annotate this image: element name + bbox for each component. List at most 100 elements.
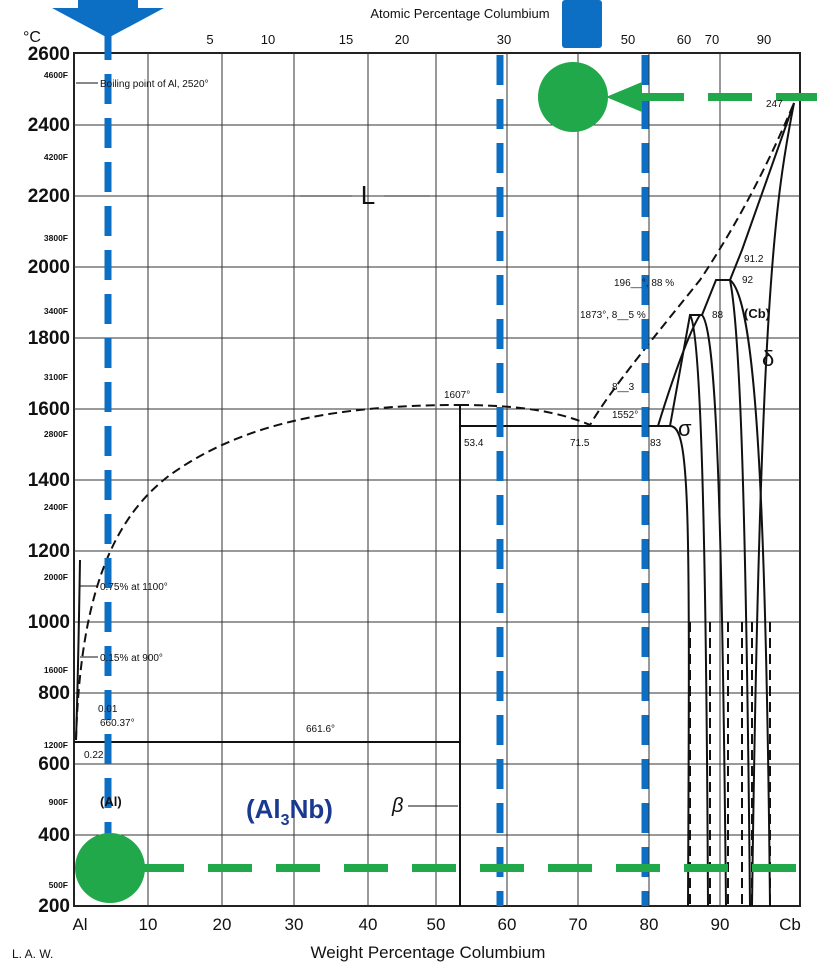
liquid-label-group: L — [300, 180, 430, 210]
liquidus-curve-right — [459, 102, 795, 427]
sigma-label: σ — [678, 416, 692, 441]
phase-line-b — [701, 314, 727, 907]
y-tick: 800 — [38, 683, 70, 704]
comp-022-label: 0.22 — [84, 750, 104, 761]
top-tick: 15 — [339, 32, 353, 47]
f-tick: 500F — [49, 880, 68, 890]
phase-line-c — [701, 279, 730, 316]
y-tick: 1400 — [28, 470, 70, 491]
comp-83-label: 83 — [650, 438, 662, 449]
x-tick: 10 — [139, 915, 158, 934]
comp-534-label: 53.4 — [464, 438, 484, 449]
y-unit-label: °C — [23, 29, 41, 46]
f-tick: 4200F — [44, 152, 68, 162]
x-tick: 80 — [640, 915, 659, 934]
comp-912-label: 91.2 — [744, 254, 764, 265]
beta-label: β — [391, 795, 403, 817]
y-tick: 2000 — [28, 257, 70, 278]
green-overlay-lines — [140, 93, 817, 872]
cb-solidus — [751, 102, 795, 907]
x-tick: 40 — [359, 915, 378, 934]
temp-6616-label: 661.6° — [306, 724, 335, 735]
comp-715-label: 71.5 — [570, 438, 590, 449]
phase-line-a — [689, 314, 709, 907]
top-tick: 60 — [677, 32, 691, 47]
sigma-left — [657, 314, 701, 427]
cb-phase-label: (Cb) — [744, 306, 770, 321]
y-tick: 1200 — [28, 541, 70, 562]
phase-line-f — [729, 279, 771, 907]
x-tick: 50 — [427, 915, 446, 934]
comp-92-label: 92 — [742, 275, 754, 286]
y-tick: 1000 — [28, 612, 70, 633]
temp-1552-label: 1552° — [612, 410, 638, 421]
top-tick: 90 — [757, 32, 771, 47]
f-tick: 1600F — [44, 665, 68, 675]
f-tick: 3800F — [44, 233, 68, 243]
comp-88-label: 88 — [712, 310, 724, 321]
f-tick: 2400F — [44, 502, 68, 512]
delta-label: δ — [762, 346, 774, 371]
sol900-label: 0.15% at 900° — [100, 653, 163, 664]
author-label: L. A. W. — [12, 947, 53, 961]
f-tick-labels: 4600F 4200F 3800F 3400F 3100F 2800F 2400… — [44, 70, 68, 890]
top-tick: 30 — [497, 32, 511, 47]
phase-line-e — [729, 102, 795, 281]
y-tick: 2200 — [28, 186, 70, 207]
blue-marker-rect — [562, 0, 602, 48]
f-tick: 3400F — [44, 306, 68, 316]
top-tick: 20 — [395, 32, 409, 47]
temp-1607-label: 1607° — [444, 390, 470, 401]
green-circle-top — [538, 62, 608, 132]
boiling-point-label: Boiling point of Al, 2520° — [100, 79, 209, 90]
x-tick-labels: Al 10 20 30 40 50 60 70 80 90 Cb — [72, 915, 800, 934]
comp-813-label: 8__3 — [612, 382, 635, 393]
x-tick: 70 — [569, 915, 588, 934]
temp-66037-label: 660.37° — [100, 718, 135, 729]
phase-line-d — [729, 279, 751, 907]
top-axis-title: Atomic Percentage Columbium — [370, 6, 549, 21]
sol1100-label: 0.75% at 1100° — [100, 582, 168, 593]
top-tick: 50 — [621, 32, 635, 47]
green-circle-bottom — [75, 833, 145, 903]
temp-1873-label: 1873°, 8__5 % — [580, 310, 646, 321]
y-tick: 1800 — [28, 328, 70, 349]
phase-boundaries — [74, 102, 795, 907]
green-arrow-icon — [606, 82, 642, 112]
x-tick: 60 — [498, 915, 517, 934]
grid-horizontal — [74, 124, 800, 836]
y-tick: 600 — [38, 754, 70, 775]
top-tick: 70 — [705, 32, 719, 47]
top-tick-labels: 5 10 15 20 30 50 60 70 90 — [206, 32, 771, 47]
al-phase-label: (Al) — [100, 794, 122, 809]
y-tick: 2600 — [28, 44, 70, 65]
x-tick: 90 — [711, 915, 730, 934]
y-tick: 400 — [38, 825, 70, 846]
x-tick: 30 — [285, 915, 304, 934]
f-tick: 900F — [49, 797, 68, 807]
top-tick: 10 — [261, 32, 275, 47]
top-tick: 5 — [206, 32, 213, 47]
liquidus-curve-left — [75, 404, 461, 741]
x-tick: 20 — [213, 915, 232, 934]
y-tick: 2400 — [28, 115, 70, 136]
y-tick: 200 — [38, 896, 70, 917]
blue-arrow-icon — [52, 0, 164, 38]
blue-overlay-lines — [104, 30, 649, 906]
f-tick: 1200F — [44, 740, 68, 750]
al-solvus — [75, 559, 81, 741]
temp-247-label: 247 — [766, 99, 783, 110]
f-tick: 4600F — [44, 70, 68, 80]
f-tick: 3100F — [44, 372, 68, 382]
liquid-label: L — [361, 180, 375, 210]
x-tick: Cb — [779, 915, 801, 934]
bottom-axis-title: Weight Percentage Columbium — [311, 943, 546, 962]
y-tick-labels: 2600 2400 2200 2000 1800 1600 1400 1200 … — [28, 44, 70, 917]
comp-001-label: 0.01 — [98, 704, 118, 715]
x-tick: Al — [72, 915, 87, 934]
f-tick: 2800F — [44, 429, 68, 439]
temp-1960-label: 196__°, 88 % — [614, 278, 674, 289]
y-tick: 1600 — [28, 399, 70, 420]
f-tick: 2000F — [44, 572, 68, 582]
